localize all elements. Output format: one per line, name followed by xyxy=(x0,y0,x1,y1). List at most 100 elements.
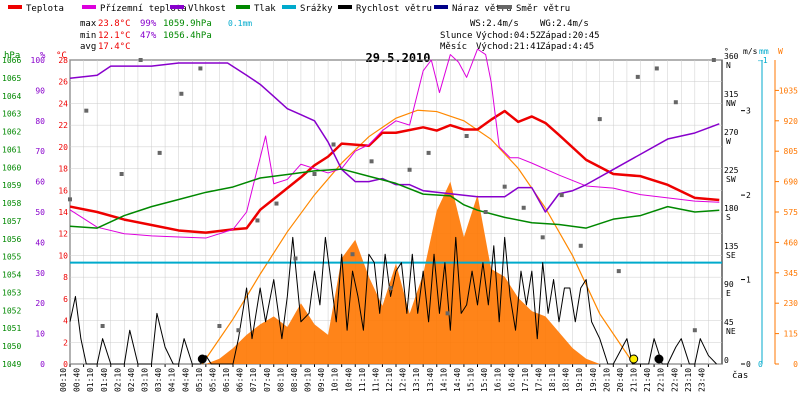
wind-dir-point xyxy=(673,100,678,105)
stat-max-rain: 0.1mm xyxy=(228,19,252,28)
axis-hpa-tick: 1057 xyxy=(2,217,21,226)
x-tick-label: 23:10 xyxy=(684,368,693,392)
legend-label-6: Náraz větru xyxy=(452,4,512,14)
axis-hpa-tick: 1053 xyxy=(2,288,21,297)
wind-dir-point xyxy=(711,58,716,62)
x-tick-label: 02:10 xyxy=(113,368,122,392)
wind-dir-point xyxy=(236,328,241,333)
x-tick-label: 10:40 xyxy=(344,368,353,392)
axis-mm-tick: 0 xyxy=(758,360,763,369)
x-tick-label: 07:40 xyxy=(263,368,272,392)
chart-title: 29.5.2010 xyxy=(365,51,430,65)
x-axis-label: čas xyxy=(732,370,748,381)
axis-dir-tick: 180 xyxy=(724,204,739,213)
x-tick-label: 16:40 xyxy=(507,368,516,392)
x-tick-label: 22:40 xyxy=(670,368,679,392)
x-tick-label: 02:40 xyxy=(127,368,136,392)
axis-ms-tick: 2 xyxy=(746,191,751,200)
x-tick-label: 08:40 xyxy=(290,368,299,392)
x-tick-label: 00:40 xyxy=(73,368,82,392)
axis-w-tick: 920 xyxy=(784,117,799,126)
axis-temp-tick: 22 xyxy=(58,121,68,130)
wind-dir-point xyxy=(521,205,526,210)
axis-hpa-tick: 1059 xyxy=(2,181,21,190)
x-tick-label: 01:10 xyxy=(86,368,95,392)
wind-dir-point xyxy=(559,193,564,198)
axis-temp-tick: 4 xyxy=(63,317,68,326)
wind-dir-point xyxy=(119,172,124,176)
axis-temp-tick: 8 xyxy=(63,273,68,282)
wind-dir-point xyxy=(692,328,697,333)
axis-w-tick: 115 xyxy=(784,330,799,339)
axis-pct-tick: 100 xyxy=(31,56,46,65)
legend: Teplota Přízemní teplota Vlhkost Tlak Srážky… xyxy=(8,4,570,14)
x-tick-label: 13:40 xyxy=(426,368,435,392)
axis-hpa-tick: 1060 xyxy=(2,163,21,172)
axis-hpa-tick: 1063 xyxy=(2,110,21,119)
stat-min-label: min xyxy=(80,31,96,41)
axis-pct-tick: 30 xyxy=(35,269,45,278)
axis-hpa-tick: 1055 xyxy=(2,253,21,262)
x-tick-label: 05:40 xyxy=(208,368,217,392)
legend-swatch-1 xyxy=(82,5,96,9)
axis-dir-compass: S xyxy=(726,213,731,222)
legend-label-0: Teplota xyxy=(26,4,64,14)
info-wg: WG:2.4m/s xyxy=(540,19,589,29)
x-tick-label: 12:40 xyxy=(399,368,408,392)
axis-ms-unit: m/s xyxy=(743,47,758,56)
grid xyxy=(69,59,722,365)
info-sun-rise: Východ:04:52 xyxy=(476,31,541,41)
axis-w-tick: 575 xyxy=(784,208,799,217)
axis-temp-tick: 18 xyxy=(58,165,68,174)
info-moon-set: Západ:4:45 xyxy=(540,42,594,52)
axis-hpa-tick: 1058 xyxy=(2,199,21,208)
axis-temp-tick: 16 xyxy=(58,186,68,195)
axis-temp-tick: 20 xyxy=(58,143,68,152)
axis-dir-compass: SW xyxy=(726,175,736,184)
x-tick-label: 04:40 xyxy=(181,368,190,392)
axis-w-tick: 690 xyxy=(784,178,799,187)
x-tick-label: 03:40 xyxy=(154,368,163,392)
axis-hpa-tick: 1052 xyxy=(2,306,21,315)
axis-pct-tick: 90 xyxy=(35,86,45,95)
legend-swatch-7 xyxy=(498,5,512,9)
legend-label-4: Srážky xyxy=(300,4,333,14)
legend-label-7: Směr větru xyxy=(516,4,570,14)
wind-dir-point xyxy=(578,243,583,248)
axis-temp-tick: 14 xyxy=(58,208,68,217)
info-panel: WS:2.4m/s WG:2.4m/s Slunce Východ:04:52 … xyxy=(440,19,600,52)
axis-temp-unit: °C xyxy=(56,51,67,61)
x-tick-label: 05:10 xyxy=(195,368,204,392)
axis-hpa-unit: hPa xyxy=(4,51,20,61)
axis-dir-compass: NW xyxy=(726,99,736,108)
axis-temp-tick: 2 xyxy=(63,338,68,347)
axis-hpa-tick: 1065 xyxy=(2,74,21,83)
wind-dir-point xyxy=(179,91,184,96)
info-sun: Slunce xyxy=(440,31,473,41)
axis-dir-tick: 0 xyxy=(724,356,729,365)
axis-pct-tick: 0 xyxy=(40,360,45,369)
stat-avg-temp: 17.4°C xyxy=(98,42,131,52)
x-tick-label: 13:10 xyxy=(412,368,421,392)
axis-pct-tick: 50 xyxy=(35,208,45,217)
x-tick-label: 23:40 xyxy=(697,368,706,392)
axis-dir-tick: 315 xyxy=(724,90,739,99)
axis-hpa-tick: 1062 xyxy=(2,128,21,137)
axis-temp-tick: 12 xyxy=(58,230,68,239)
moonrise-marker xyxy=(654,354,664,364)
x-tick-label: 21:10 xyxy=(630,368,639,392)
legend-swatch-2 xyxy=(170,5,184,9)
axis-dir-tick: 135 xyxy=(724,242,739,251)
wind-dir-point xyxy=(540,235,545,240)
axis-w-unit: W xyxy=(778,47,783,56)
axis-temp-tick: 24 xyxy=(58,99,68,108)
legend-swatch-0 xyxy=(8,5,22,9)
x-tick-label: 07:10 xyxy=(249,368,258,392)
sunrise-marker xyxy=(197,354,207,364)
series-line-3 xyxy=(69,168,720,229)
axis-dir-tick: 225 xyxy=(724,166,739,175)
legend-swatch-4 xyxy=(282,5,296,9)
axis-ms-tick: 0 xyxy=(746,360,751,369)
